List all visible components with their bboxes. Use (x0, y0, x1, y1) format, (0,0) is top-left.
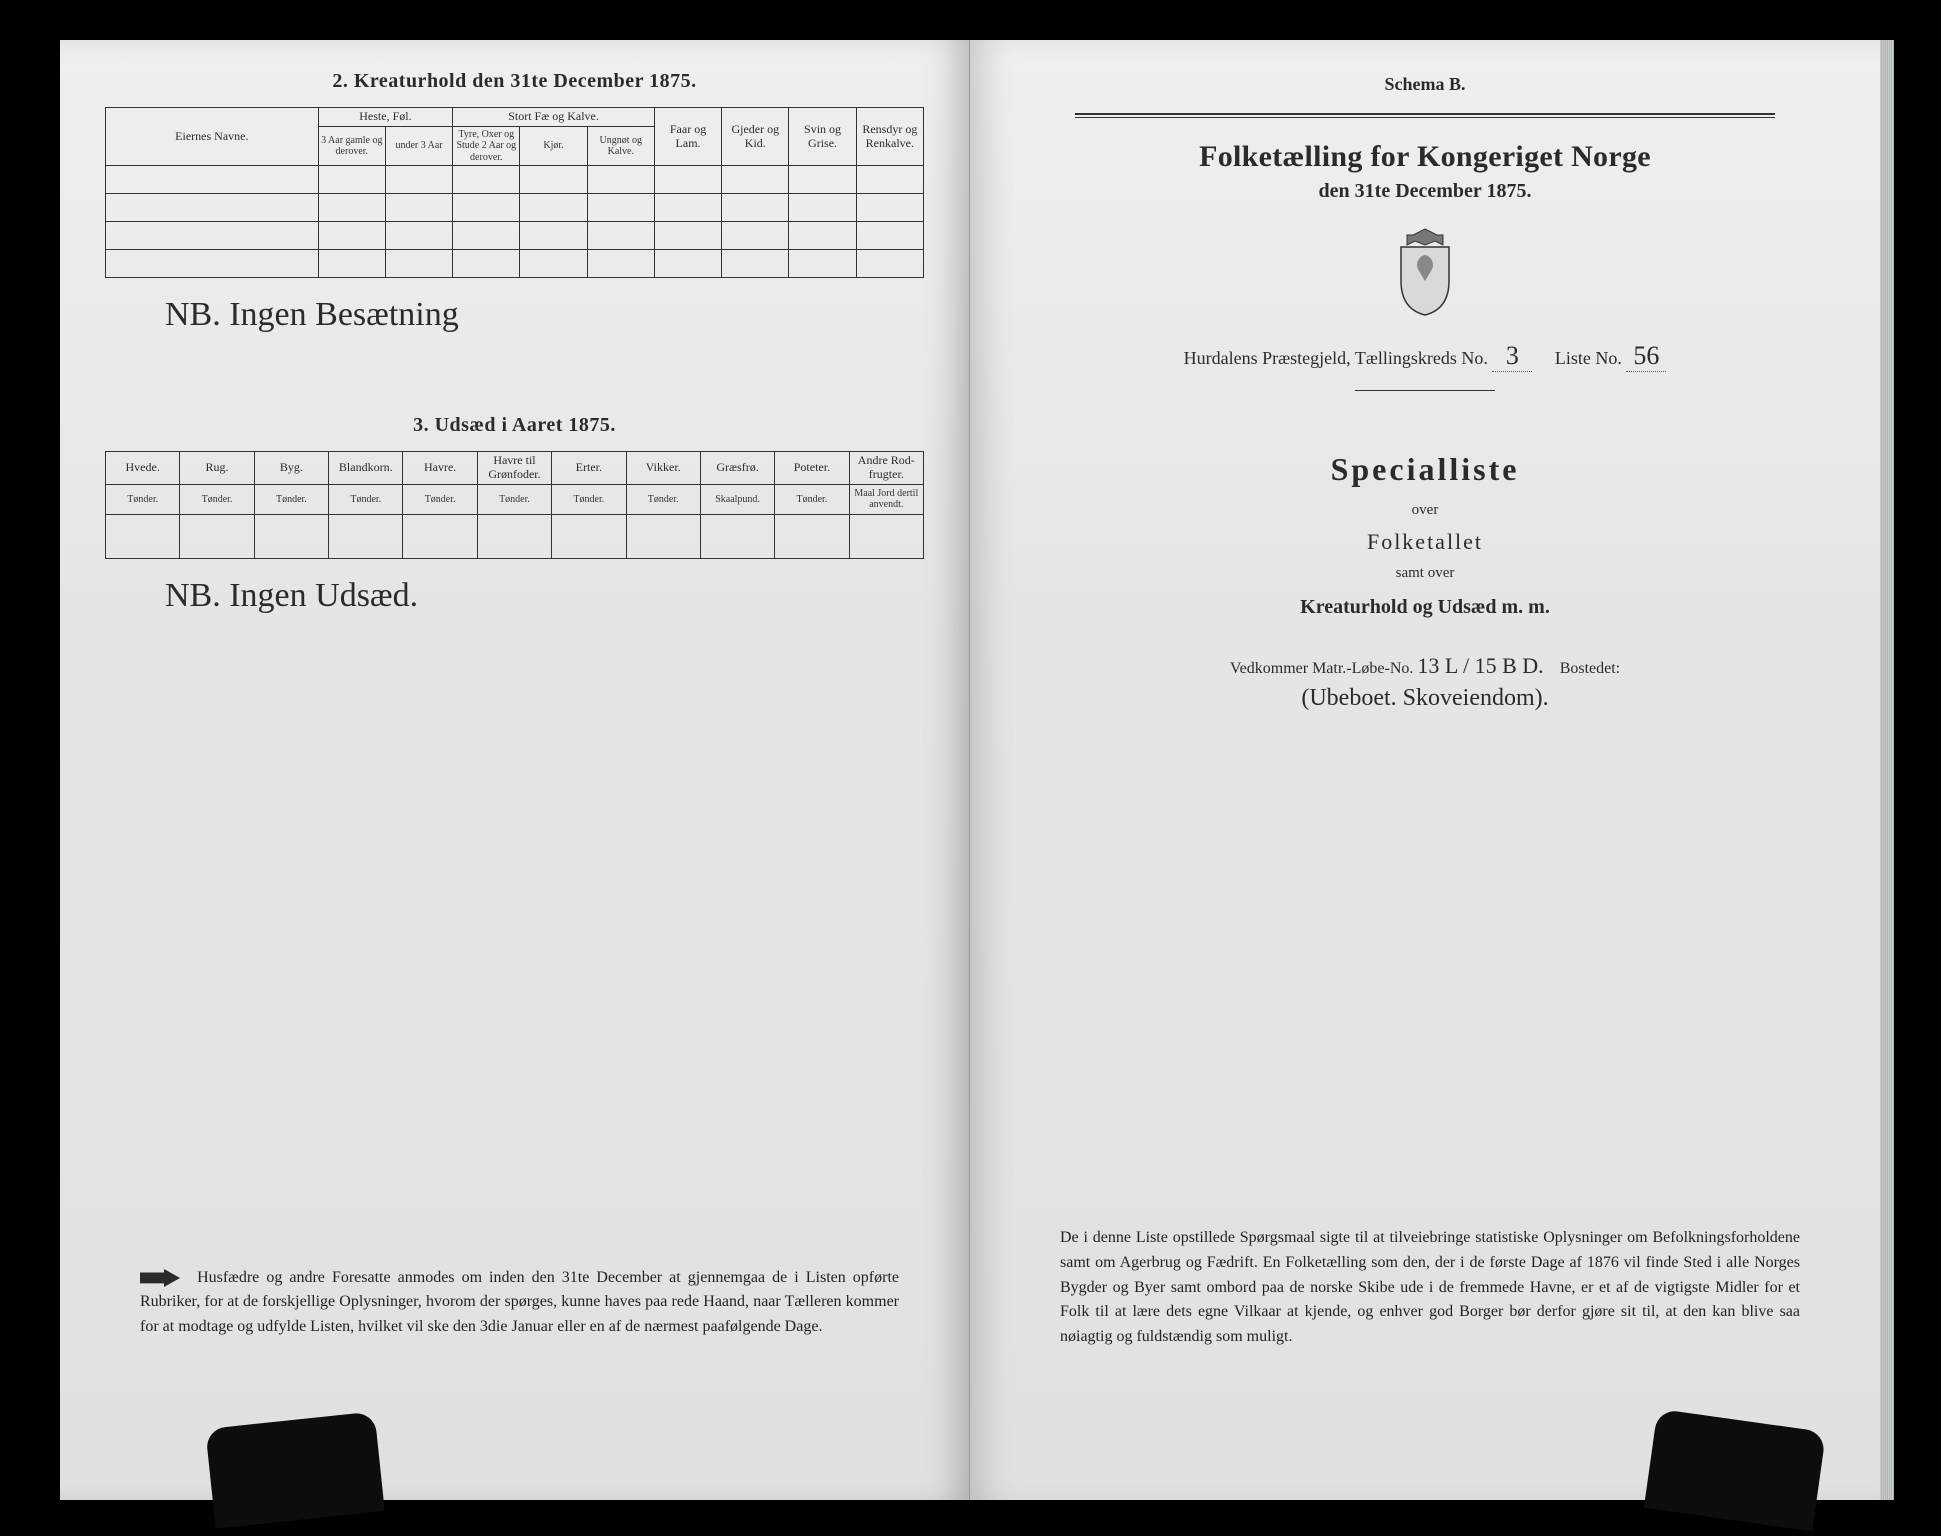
list-label: Liste No. (1555, 348, 1622, 368)
col-calves: Ungnøt og Kalve. (587, 126, 654, 166)
specialliste-title: Specialliste (1015, 451, 1835, 488)
col-barley: Byg. (254, 452, 328, 485)
page-edge-stack (1880, 40, 1894, 1500)
col-potato: Poteter. (775, 452, 849, 485)
table-row (106, 514, 924, 558)
col-bulls: Tyre, Oxer og Stude 2 Aar og derover. (453, 126, 520, 166)
parish-no: 3 (1492, 341, 1532, 372)
col-peas: Erter. (552, 452, 626, 485)
thin-rule (1355, 390, 1495, 391)
binder-thumb-right (1644, 1409, 1826, 1532)
col-goats: Gjeder og Kid. (722, 108, 789, 166)
list-no: 56 (1626, 341, 1666, 372)
parish-label: Hurdalens Præstegjeld, Tællingskreds No. (1184, 348, 1488, 368)
matr-label: Vedkommer Matr.-Løbe-No. (1230, 660, 1414, 677)
table-row (106, 250, 924, 278)
col-oats: Havre. (403, 452, 477, 485)
table-row (106, 222, 924, 250)
left-page: 2. Kreaturhold den 31te December 1875. E… (60, 40, 970, 1500)
col-oats-green: Havre til Grønfoder. (477, 452, 551, 485)
census-subtitle: den 31te December 1875. (1015, 180, 1835, 203)
parish-line: Hurdalens Præstegjeld, Tællingskreds No.… (1015, 341, 1835, 372)
col-pigs: Svin og Grise. (789, 108, 856, 166)
col-horse-under3: under 3 Aar (385, 126, 452, 166)
col-group-cattle: Stort Fæ og Kalve. (453, 108, 655, 127)
col-roots: Andre Rod-frugter. (849, 452, 923, 485)
ornament-rule (1075, 113, 1775, 118)
col-reindeer: Rensdyr og Renkalve. (856, 108, 923, 166)
table-row (106, 194, 924, 222)
col-cows: Kjør. (520, 126, 587, 166)
bosted-label: Bostedet: (1560, 660, 1620, 677)
handwritten-no-livestock: NB. Ingen Besætning (165, 296, 924, 334)
col-grass: Græsfrø. (700, 452, 774, 485)
matr-value: 13 L / 15 B D. (1417, 653, 1543, 678)
census-book-spread: 2. Kreaturhold den 31te December 1875. E… (60, 40, 1880, 1500)
livestock-table: Eiernes Navne. Heste, Føl. Stort Fæ og K… (105, 107, 924, 278)
bosted-value: (Ubeboet. Skoveiendom). (1015, 685, 1835, 712)
left-footnote-text: Husfædre og andre Foresatte anmodes om i… (140, 1269, 899, 1336)
col-sheep: Faar og Lam. (654, 108, 721, 166)
right-footnote: De i denne Liste opstillede Spørgsmaal s… (1060, 1226, 1800, 1350)
col-group-horses: Heste, Føl. (318, 108, 453, 127)
section2-title: 2. Kreaturhold den 31te December 1875. (105, 70, 924, 93)
right-footnote-text: De i denne Liste opstillede Spørgsmaal s… (1060, 1229, 1800, 1345)
matr-line: Vedkommer Matr.-Løbe-No. 13 L / 15 B D. … (1015, 653, 1835, 679)
col-vetch: Vikker. (626, 452, 700, 485)
folketallet-label: Folketallet (1015, 529, 1835, 555)
col-horse-3plus: 3 Aar gamle og derover. (318, 126, 385, 166)
kreaturhold-label: Kreaturhold og Udsæd m. m. (1015, 596, 1835, 619)
table-row (106, 166, 924, 194)
seed-table: Hvede. Rug. Byg. Blandkorn. Havre. Havre… (105, 451, 924, 559)
col-mixed: Blandkorn. (329, 452, 403, 485)
handwritten-no-seed: NB. Ingen Udsæd. (165, 577, 924, 615)
seed-head-row: Hvede. Rug. Byg. Blandkorn. Havre. Havre… (106, 452, 924, 485)
col-owner-name: Eiernes Navne. (106, 108, 319, 166)
left-footnote: Husfædre og andre Foresatte anmodes om i… (140, 1266, 899, 1340)
schema-label: Schema B. (1015, 74, 1835, 95)
section3-title: 3. Udsæd i Aaret 1875. (105, 414, 924, 437)
census-title: Folketælling for Kongeriget Norge (1015, 140, 1835, 174)
over-label-1: over (1015, 502, 1835, 519)
binder-thumb-left (205, 1411, 385, 1528)
right-page: Schema B. Folketælling for Kongeriget No… (970, 40, 1880, 1500)
col-rye: Rug. (180, 452, 254, 485)
col-wheat: Hvede. (106, 452, 180, 485)
over-label-2: samt over (1015, 565, 1835, 582)
seed-sub-row: Tønder. Tønder. Tønder. Tønder. Tønder. … (106, 484, 924, 514)
livestock-rows (106, 166, 924, 278)
pointer-icon (140, 1269, 180, 1287)
coat-of-arms-icon (1385, 227, 1465, 317)
